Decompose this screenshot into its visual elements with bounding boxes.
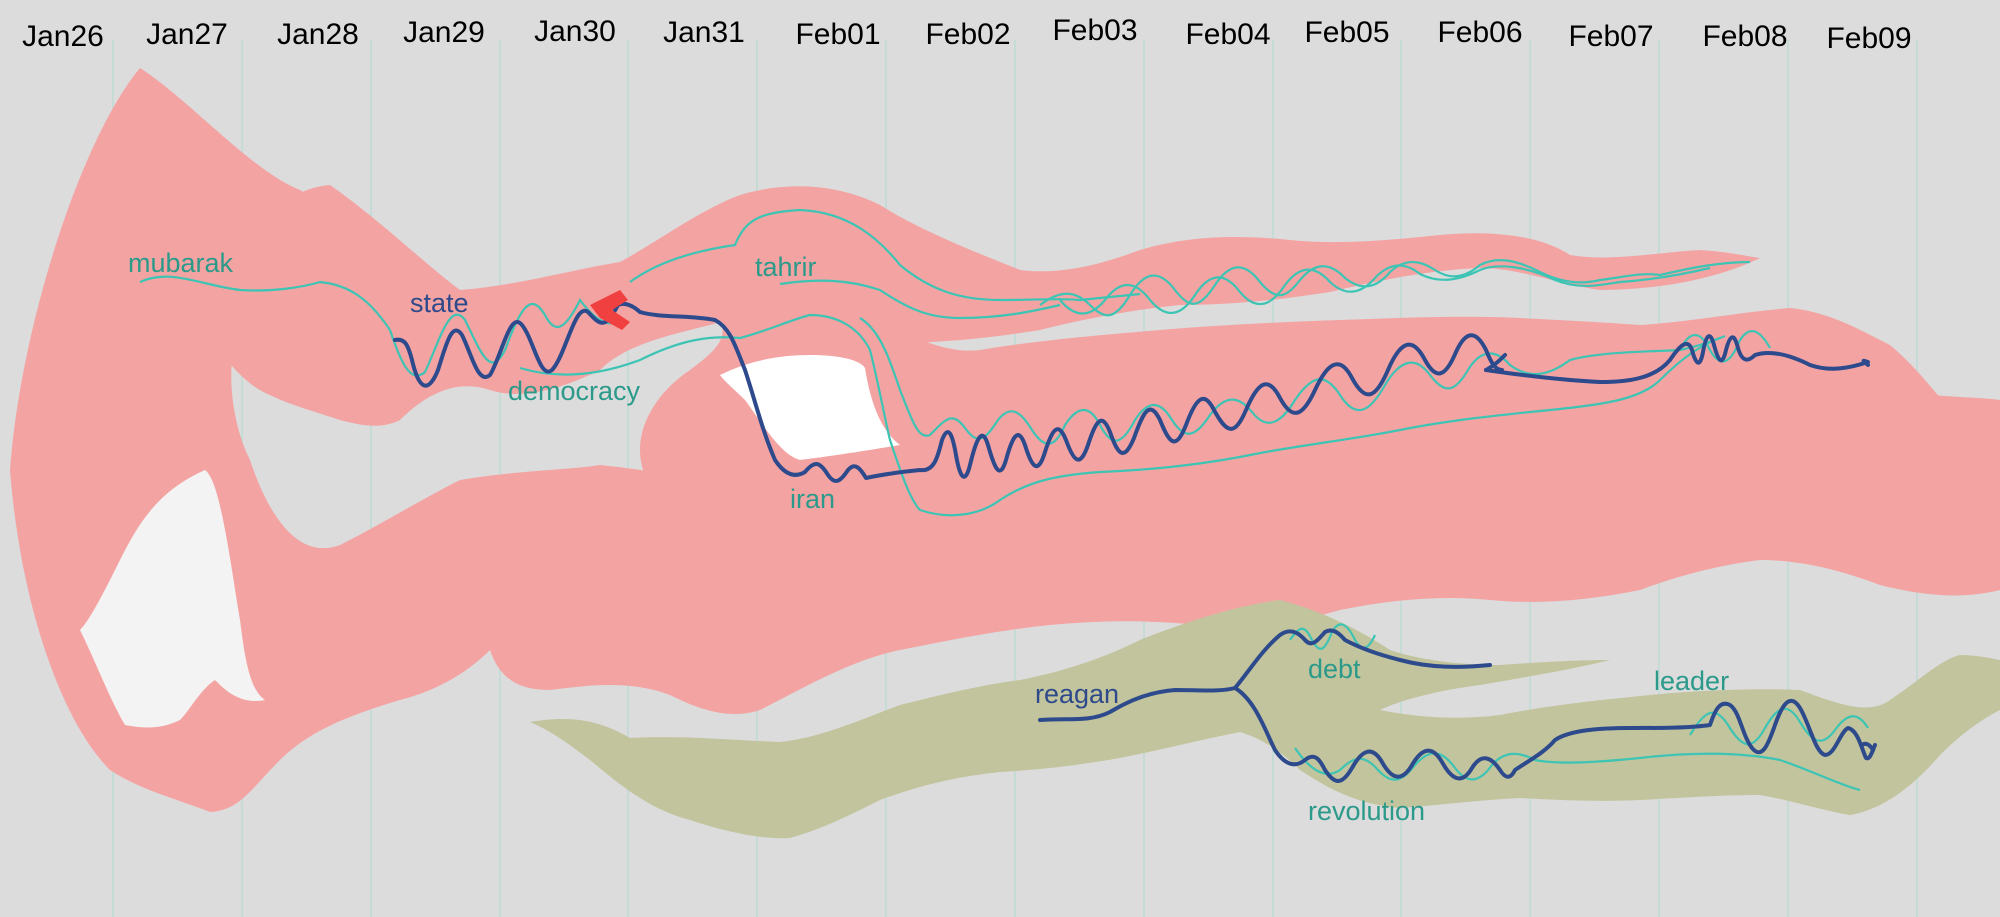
keyword-label-leader: leader (1654, 666, 1729, 696)
revolution-teal-line (1294, 747, 1861, 792)
mubarak-line (139, 275, 391, 331)
topic-band-middle (640, 294, 2000, 549)
band-gap (720, 355, 900, 460)
date-axis: Jan26 Jan27 Jan28 Jan29 Jan30 Jan31 Feb0… (22, 14, 1911, 55)
revolution-line (1233, 686, 1877, 783)
keyword-label-mubarak: mubarak (128, 248, 234, 278)
date-label: Jan28 (277, 18, 359, 51)
keyword-label-reagan: reagan (1035, 679, 1119, 709)
date-label: Feb09 (1826, 22, 1911, 55)
topic-band-lower (10, 68, 2000, 812)
tahrir-line (629, 208, 1141, 302)
split-marker (590, 290, 630, 330)
state-line-continuation (1484, 334, 1870, 384)
democracy-line (519, 313, 1721, 517)
topic-band-olive (530, 600, 2000, 839)
leader-teal-line (1679, 330, 1771, 363)
date-label: Feb02 (925, 18, 1010, 51)
keyword-lines-navy (393, 301, 1877, 783)
iran-teal-line (859, 317, 1726, 445)
keyword-labels: mubarak state democracy tahrir iran reag… (128, 248, 1729, 826)
topic-band-upper (205, 185, 1760, 426)
date-label: Jan29 (403, 16, 485, 49)
tahrir-line (779, 279, 1061, 320)
reagan-line (1038, 686, 1237, 722)
topic-band-reagan (530, 600, 2000, 839)
date-label: Jan27 (146, 18, 228, 51)
date-label: Jan26 (22, 20, 104, 53)
date-label: Jan31 (663, 16, 745, 49)
state-teal-line (388, 297, 621, 377)
state-line (393, 301, 642, 388)
date-label: Feb05 (1304, 16, 1389, 49)
date-label: Feb03 (1052, 14, 1137, 47)
tahrir-oscillation (1039, 259, 1751, 317)
topic-band-egypt (10, 68, 2000, 812)
debt-line (1233, 628, 1492, 690)
keyword-label-debt: debt (1308, 654, 1361, 684)
keyword-label-iran: iran (790, 484, 835, 514)
tahrir-oscillation (1059, 264, 1711, 315)
state-line-continuation (1484, 353, 1507, 372)
iran-line (638, 310, 1504, 483)
band-gap (80, 470, 265, 728)
date-label: Feb01 (795, 18, 880, 51)
keyword-label-state: state (410, 288, 469, 318)
revolution-line (1860, 741, 1875, 752)
keyword-label-revolution: revolution (1308, 796, 1425, 826)
keyword-lines-teal (139, 208, 1869, 792)
revolution-teal-line (1689, 707, 1869, 746)
date-label: Feb08 (1702, 20, 1787, 53)
date-label: Feb04 (1185, 18, 1270, 51)
keyword-label-democracy: democracy (508, 376, 641, 406)
keyword-label-tahrir: tahrir (755, 252, 817, 282)
date-label: Jan30 (534, 15, 616, 48)
date-label: Feb06 (1437, 16, 1522, 49)
date-label: Feb07 (1568, 20, 1653, 53)
